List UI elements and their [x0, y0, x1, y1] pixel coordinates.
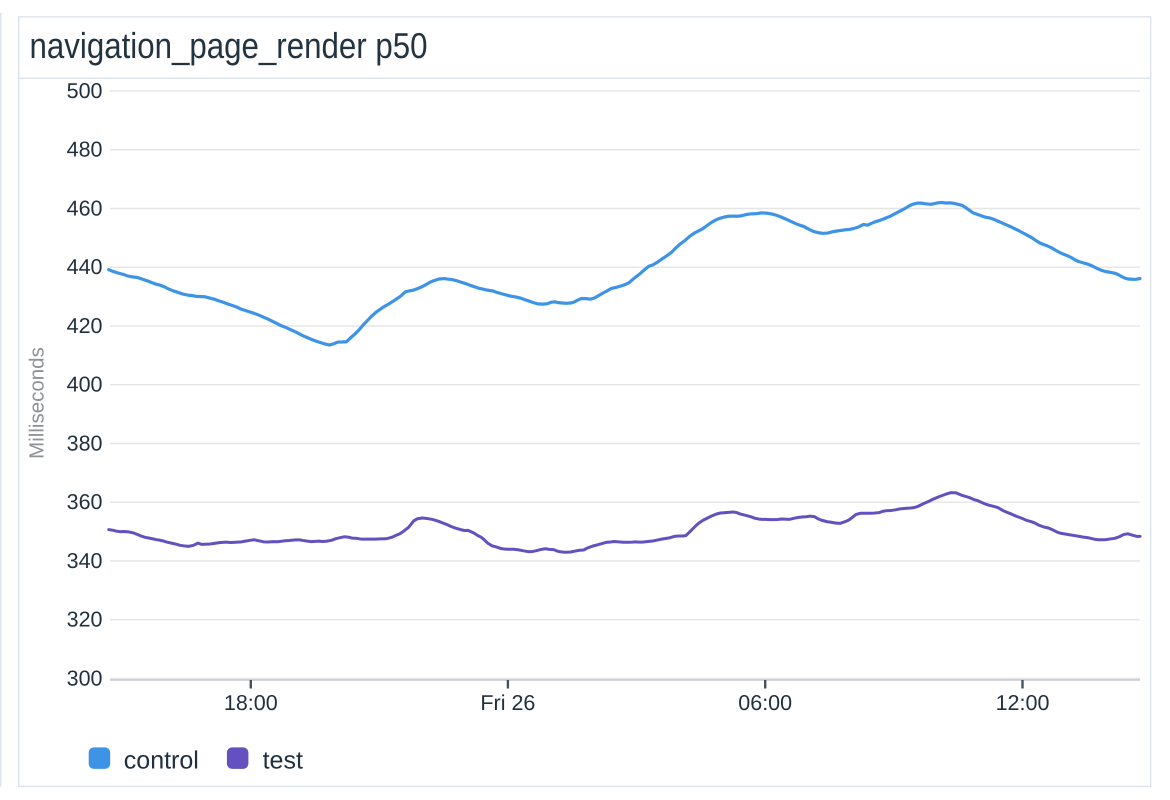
svg-text:300: 300	[67, 666, 103, 690]
svg-text:460: 460	[67, 196, 103, 220]
svg-text:340: 340	[67, 549, 103, 573]
svg-text:test: test	[263, 746, 303, 774]
svg-text:control: control	[124, 746, 199, 774]
svg-text:320: 320	[67, 608, 103, 632]
svg-text:420: 420	[67, 314, 103, 338]
svg-text:Fri 26: Fri 26	[480, 691, 535, 715]
svg-text:360: 360	[67, 490, 103, 514]
svg-text:400: 400	[67, 373, 103, 397]
svg-text:380: 380	[67, 431, 103, 455]
svg-text:440: 440	[67, 255, 103, 279]
svg-text:480: 480	[67, 138, 103, 162]
svg-text:06:00: 06:00	[738, 691, 792, 715]
svg-text:18:00: 18:00	[224, 691, 278, 715]
svg-text:Milliseconds: Milliseconds	[26, 347, 49, 459]
svg-text:12:00: 12:00	[996, 691, 1050, 715]
svg-text:500: 500	[67, 79, 103, 103]
svg-text:navigation_page_render p50: navigation_page_render p50	[30, 25, 428, 66]
